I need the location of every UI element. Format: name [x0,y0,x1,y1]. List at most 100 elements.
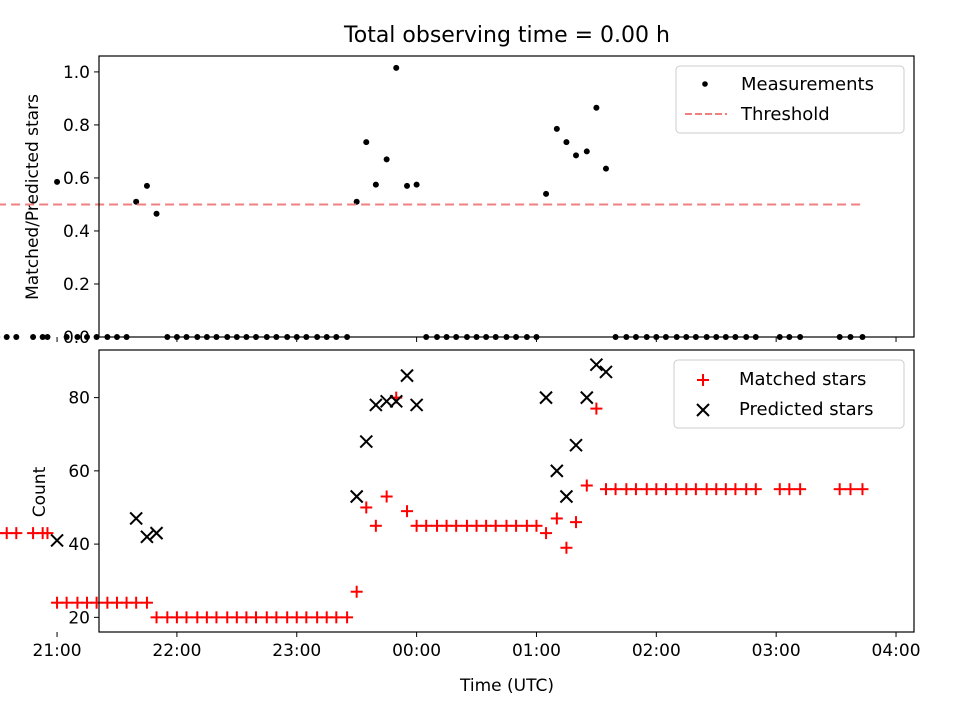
matched-star-point [489,519,502,532]
matched-star-point [540,527,553,540]
count-legend: Matched stars Predicted stars [673,359,905,429]
matched-star-point [369,519,382,532]
measurement-point [153,210,160,217]
matched-star-point [180,611,193,624]
measurement-point [563,139,570,146]
matched-star-point [300,611,313,624]
matched-star-point [270,611,283,624]
y-tick-label: 0.8 [63,116,90,136]
matched-star-point [609,483,622,496]
predicted-star-point [409,398,424,412]
x-tick-label: 21:00 [33,641,82,661]
matched-star-point [130,596,143,609]
predicted-star-point [550,464,564,478]
legend-measurements-label: Measurements [741,74,874,95]
ratio-legend-box [675,65,905,134]
matched-star-point [749,483,762,496]
matched-star-point [330,611,343,624]
matched-star-point [360,501,373,514]
matched-star-point [90,596,103,609]
x-tick-label: 02:00 [632,641,681,661]
legend-measurements-marker [702,81,708,87]
predicted-star-point [129,511,143,526]
measurement-point [602,165,609,172]
measurement-point [383,156,390,163]
predicted-star-point [539,390,553,405]
matched-star-point [560,541,573,554]
ratio-legend: Measurements Threshold [675,65,905,134]
chart-title: Total observing time = 0.00 h [343,23,670,48]
measurement-point [543,190,550,197]
predicted-star-point [569,438,583,452]
ratio-plot-area: 0.00.20.40.60.81.0 [0,63,897,348]
measurement-point [13,334,20,340]
measurement-point [573,152,580,159]
ratio-panel: Total observing time = 0.00 h Matched/Pr… [0,23,915,348]
matched-star-point [41,527,54,540]
y-tick-label: 1.0 [63,63,90,83]
measurement-point [353,198,360,205]
measurement-point [583,148,590,155]
predicted-star-point [140,530,154,544]
legend-predicted-label: Predicted stars [739,399,873,420]
x-tick-label: 23:00 [272,641,321,661]
measurement-point [30,334,37,340]
y-tick-label: 0.6 [63,169,90,189]
predicted-star-point [389,394,403,408]
matched-star-point [856,483,869,496]
matched-star-point [341,611,354,624]
matched-star-point [10,527,23,540]
measurement-point [143,182,150,189]
measurement-point [63,334,70,340]
count-axes-frame [98,349,915,633]
x-tick-label: 00:00 [392,641,441,661]
legend-threshold-label: Threshold [740,104,830,125]
measurement-point [404,182,411,189]
y-tick-label: 0.4 [63,222,90,242]
measurement-point [39,334,46,340]
y-tick-label: 20 [68,608,90,628]
matched-star-point [420,519,433,532]
matched-star-point [530,519,543,532]
matched-star-point [250,611,263,624]
x-tick-label: 04:00 [872,641,921,661]
matched-star-point [833,483,846,496]
predicted-star-point [369,398,383,412]
matched-star-point [150,611,163,624]
matched-star-point [783,483,796,496]
count-legend-box [673,359,905,429]
measurement-point [413,181,420,188]
measurement-point [3,334,10,340]
predicted-star-point [379,394,394,408]
matched-star-point [380,490,393,503]
matched-star-point [510,519,523,532]
measurement-point [363,139,370,146]
x-tick-label: 03:00 [752,641,801,661]
measurement-point [372,181,379,188]
predicted-star-point [599,365,613,379]
ratio-axes-frame [98,55,915,338]
predicted-star-point [50,533,64,548]
matched-star-point [689,483,702,496]
matched-star-point [140,596,153,609]
y-axis-label-ratio: Matched/Predicted stars [23,94,43,300]
matched-star-point [629,483,642,496]
predicted-star-point [400,368,414,383]
matched-star-point [210,611,223,624]
y-tick-label: 80 [68,389,90,409]
matched-star-point [450,519,463,532]
matched-star-point [794,483,807,496]
measurement-point [93,334,100,340]
predicted-star-point [349,489,364,504]
y-axis-label-count: Count [30,466,50,517]
x-tick-label: 01:00 [512,641,561,661]
predicted-star-point [589,357,604,372]
count-plot-area: 21:00 22:00 23:00 00:00 01:00 02:00 03:00 04:00… [0,357,921,661]
matched-star-point [844,483,857,496]
predicted-star-point [580,390,594,405]
legend-matched-label: Matched stars [739,369,866,390]
predicted-star-point [359,434,373,449]
matched-star-point [550,512,563,525]
matched-star-point [580,479,593,492]
